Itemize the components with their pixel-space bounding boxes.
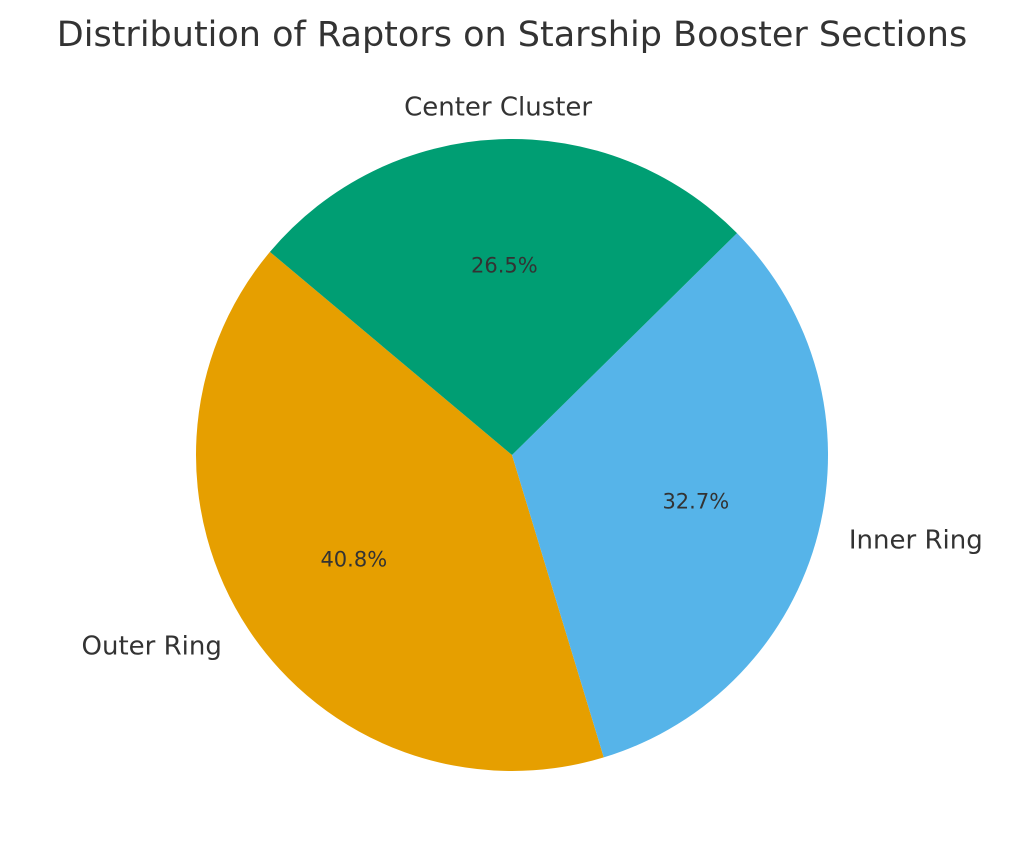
percent-label-center-cluster: 26.5% bbox=[471, 254, 538, 278]
pie-slice-center-cluster bbox=[269, 139, 737, 455]
category-label-outer-ring: Outer Ring bbox=[82, 632, 222, 662]
percent-label-outer-ring: 40.8% bbox=[320, 548, 387, 572]
category-label-center-cluster: Center Cluster bbox=[404, 93, 592, 123]
pie-slices bbox=[195, 139, 829, 772]
pie-slice-inner-ring bbox=[512, 233, 829, 758]
chart-title: Distribution of Raptors on Starship Boos… bbox=[57, 15, 967, 55]
category-label-inner-ring: Inner Ring bbox=[849, 526, 983, 556]
pie-slice-outer-ring bbox=[195, 251, 604, 772]
pie-labels: 40.8% Outer Ring 32.7% Inner Ring 26.5% Cente… bbox=[82, 93, 983, 662]
percent-label-inner-ring: 32.7% bbox=[662, 490, 729, 514]
